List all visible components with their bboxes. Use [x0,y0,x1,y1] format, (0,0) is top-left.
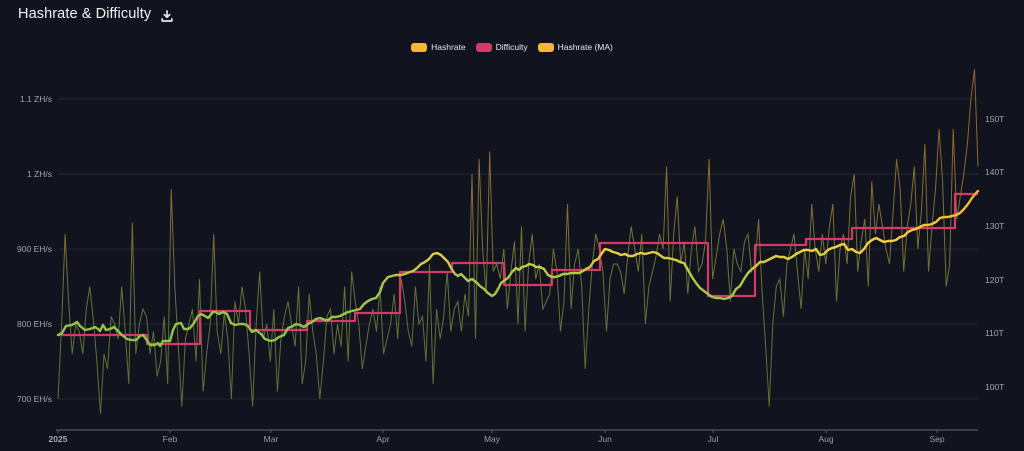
download-icon[interactable] [161,9,173,22]
legend-item-hashrate-ma[interactable]: Hashrate (MA) [537,42,613,52]
legend-item-hashrate[interactable]: Hashrate [411,42,466,52]
grid-lines [58,98,978,400]
x-tick-label: Aug [818,434,833,444]
chart-title: Hashrate & Difficulty [18,6,152,22]
y-right-tick-label: 130T [985,221,1004,231]
legend-swatch-hashrate [411,42,428,52]
y-right-tick-label: 110T [985,328,1004,338]
y-left-tick-label: 1.1 ZH/s [20,94,52,104]
y-right-tick-label: 150T [985,114,1004,124]
legend-label-difficulty: Difficulty [495,42,528,52]
x-tick-label: Jul [708,434,719,444]
legend-swatch-difficulty [475,42,492,52]
x-tick-label: Mar [264,434,279,444]
y-left-tick-label: 1 ZH/s [27,169,52,179]
hashrate-ma-line [56,189,980,348]
difficulty-line [58,192,978,346]
chart-header: Hashrate & Difficulty [18,6,173,22]
y-left-tick-label: 900 EH/s [17,244,52,254]
x-tick-label: 2025 [49,434,68,444]
y-left-tick-label: 800 EH/s [17,319,52,329]
y-left-tick-label: 700 EH/s [17,394,52,404]
y-axis-left: 700 EH/s 800 EH/s 900 EH/s 1 ZH/s 1.1 ZH/s [17,94,52,404]
legend-item-difficulty[interactable]: Difficulty [475,42,528,52]
x-tick-label: Feb [163,434,178,444]
x-tick-label: Apr [376,434,389,444]
x-axis: 2025 Feb Mar Apr May Jun Jul Aug Sep [49,429,978,444]
legend-swatch-hashrate-ma [537,42,554,52]
y-axis-right: 100T 110T 120T 130T 140T 150T [985,114,1004,392]
chart-legend: Hashrate Difficulty Hashrate (MA) [0,42,1024,52]
x-tick-label: Jun [598,434,612,444]
x-tick-label: May [484,434,501,444]
y-right-tick-label: 140T [985,167,1004,177]
y-right-tick-label: 100T [985,382,1004,392]
hashrate-line [57,68,979,415]
x-tick-label: Sep [929,434,944,444]
y-right-tick-label: 120T [985,275,1004,285]
legend-label-hashrate: Hashrate [431,42,466,52]
legend-label-hashrate-ma: Hashrate (MA) [557,42,613,52]
